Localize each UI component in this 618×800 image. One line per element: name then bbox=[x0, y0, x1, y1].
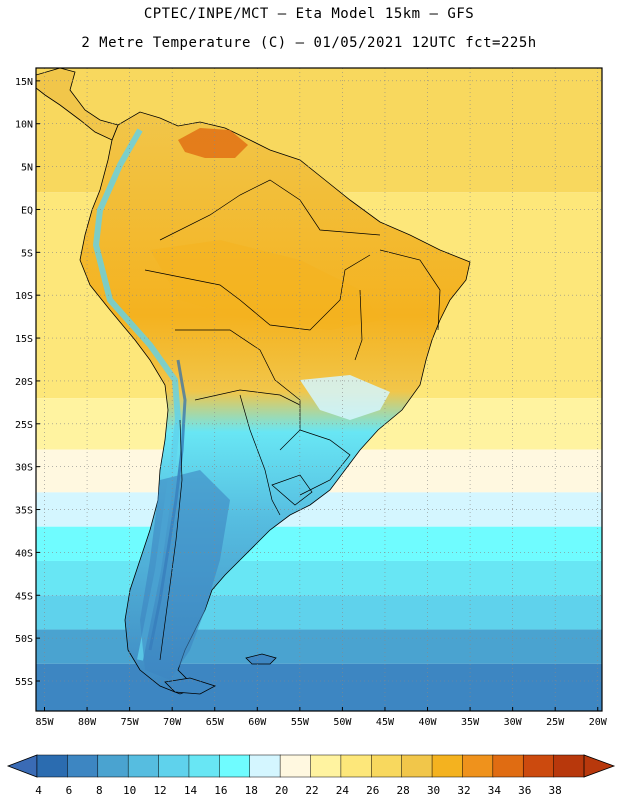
map-frame bbox=[35, 67, 603, 712]
lon-label-65w: 65W bbox=[206, 717, 225, 728]
lat-label-55s: 55S bbox=[15, 677, 33, 688]
colorbar-label: 20 bbox=[275, 784, 288, 797]
colorbar-label: 24 bbox=[336, 784, 350, 797]
lon-label-25w: 25W bbox=[546, 717, 565, 728]
lon-label-30w: 30W bbox=[504, 717, 523, 728]
longitude-tick-labels: 85W 80W 75W 70W 65W 60W 55W 50W 45W 40W 35W 30W 25W 2… bbox=[35, 707, 608, 728]
lon-label-45w: 45W bbox=[376, 717, 395, 728]
colorbar-swatch bbox=[67, 754, 99, 778]
lon-label-40w: 40W bbox=[418, 717, 437, 728]
colorbar-over-arrow bbox=[583, 754, 616, 778]
venezuela-hot-spot bbox=[178, 128, 248, 158]
southeast-coast-cool-strip bbox=[300, 375, 390, 420]
colorbar-label: 10 bbox=[123, 784, 136, 797]
colorbar-label: 22 bbox=[305, 784, 318, 797]
colorbar-label: 4 bbox=[35, 784, 42, 797]
amazon-warm-region bbox=[150, 240, 380, 330]
latitude-tick-labels: 15N 10N 5N EQ 5S 10S 15S 20S 25S 30S 35S 40S 45S 50S 5… bbox=[15, 77, 40, 688]
central-america-landmass bbox=[36, 68, 119, 141]
colorbar-swatch bbox=[553, 754, 585, 778]
lat-label-eq: EQ bbox=[21, 205, 33, 216]
colorbar-swatch bbox=[219, 754, 251, 778]
lat-label-15n: 15N bbox=[15, 77, 33, 88]
colorbar-label: 30 bbox=[427, 784, 440, 797]
colorbar-label: 32 bbox=[457, 784, 470, 797]
falkland-islands bbox=[245, 653, 277, 665]
lon-label-55w: 55W bbox=[291, 717, 310, 728]
colorbar-swatch bbox=[158, 754, 190, 778]
colorbar-label: 8 bbox=[96, 784, 103, 797]
ocean-band bbox=[36, 595, 602, 630]
lat-label-15s: 15S bbox=[15, 334, 33, 345]
lat-label-30s: 30S bbox=[15, 463, 33, 474]
lat-label-40s: 40S bbox=[15, 548, 33, 559]
colorbar-swatch bbox=[492, 754, 524, 778]
colorbar-label: 12 bbox=[153, 784, 166, 797]
lat-label-10n: 10N bbox=[15, 120, 33, 131]
colorbar-swatch bbox=[340, 754, 372, 778]
colorbar-swatch bbox=[97, 754, 129, 778]
colorbar-under-arrow bbox=[6, 754, 38, 778]
lat-label-5n: 5N bbox=[21, 163, 33, 174]
title-line-1: CPTEC/INPE/MCT — Eta Model 15km — GFS bbox=[143, 6, 475, 22]
lat-label-35s: 35S bbox=[15, 506, 33, 517]
lat-label-25s: 25S bbox=[15, 420, 33, 431]
colorbar-label: 38 bbox=[549, 784, 562, 797]
colorbar-swatch bbox=[127, 754, 160, 778]
lon-label-35w: 35W bbox=[461, 717, 480, 728]
tierra-del-fuego bbox=[164, 677, 217, 695]
patagonia-cold-region bbox=[140, 470, 230, 680]
lat-label-5s: 5S bbox=[21, 248, 33, 259]
colorbar-swatch bbox=[188, 754, 220, 778]
colorbar-swatch bbox=[522, 754, 555, 778]
country-borders bbox=[144, 179, 441, 661]
lon-label-80w: 80W bbox=[78, 717, 97, 728]
ocean-band bbox=[36, 526, 602, 561]
lat-label-10s: 10S bbox=[15, 291, 33, 302]
colorbar-swatch bbox=[371, 754, 403, 778]
colorbar-swatch bbox=[401, 754, 433, 778]
colorbar-label: 26 bbox=[366, 784, 379, 797]
ocean-band bbox=[36, 629, 602, 664]
colorbar: 4 6 8 10 12 14 16 18 20 22 24 26 28 30 32 34 36 38 bbox=[6, 754, 616, 797]
colorbar-swatch bbox=[462, 754, 494, 778]
colorbar-label: 36 bbox=[518, 784, 531, 797]
colorbar-swatch bbox=[249, 754, 281, 778]
lon-label-70w: 70W bbox=[163, 717, 182, 728]
colorbar-label: 18 bbox=[245, 784, 258, 797]
title-line-2: 2 Metre Temperature (C) — 01/05/2021 12U… bbox=[81, 35, 537, 51]
colorbar-swatch bbox=[431, 754, 463, 778]
colorbar-swatch bbox=[279, 754, 312, 778]
colorbar-label: 28 bbox=[397, 784, 410, 797]
colorbar-swatch bbox=[36, 754, 68, 778]
lon-label-50w: 50W bbox=[333, 717, 352, 728]
lon-label-60w: 60W bbox=[248, 717, 267, 728]
lat-label-50s: 50S bbox=[15, 634, 33, 645]
ocean-band bbox=[36, 560, 602, 596]
ocean-band bbox=[36, 663, 602, 711]
lon-label-75w: 75W bbox=[121, 717, 140, 728]
colorbar-label: 16 bbox=[214, 784, 227, 797]
lat-label-20s: 20S bbox=[15, 377, 33, 388]
lon-label-85w: 85W bbox=[35, 717, 54, 728]
colorbar-label: 14 bbox=[184, 784, 198, 797]
colorbar-label: 34 bbox=[488, 784, 502, 797]
colorbar-swatch bbox=[310, 754, 342, 778]
lat-label-45s: 45S bbox=[15, 591, 33, 602]
lon-label-20w: 20W bbox=[589, 717, 608, 728]
colorbar-label: 6 bbox=[66, 784, 73, 797]
